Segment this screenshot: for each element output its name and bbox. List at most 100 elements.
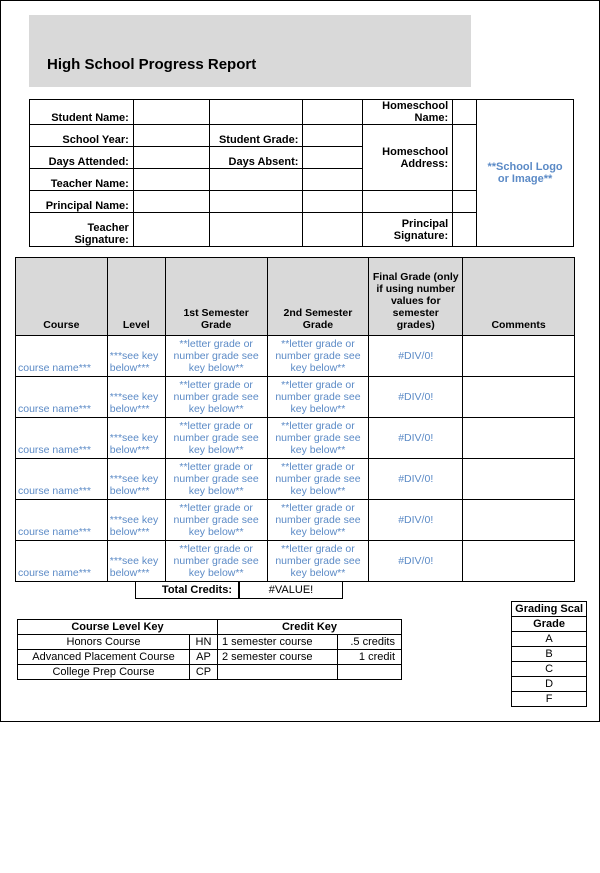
course-cell-5-0[interactable]: course name***: [16, 541, 108, 582]
course-cell-4-0[interactable]: course name***: [16, 500, 108, 541]
course-cell-0-4[interactable]: #DIV/0!: [369, 336, 463, 377]
course-header-3: 2nd Semester Grade: [267, 258, 369, 336]
course-header-5: Comments: [463, 258, 575, 336]
val-teacher-signature[interactable]: [133, 213, 209, 247]
page-title: High School Progress Report: [47, 56, 256, 73]
val-blank3[interactable]: [303, 169, 363, 191]
course-header-2: 1st Semester Grade: [165, 258, 267, 336]
label-homeschool-address: Homeschool Address:: [363, 125, 453, 191]
grading-scale-table: Grading Scal Grade ABCDF: [511, 601, 587, 707]
course-cell-5-3[interactable]: **letter grade or number grade see key b…: [267, 541, 369, 582]
key-cell-0-1: HN: [190, 635, 218, 650]
course-table: CourseLevel1st Semester Grade2nd Semeste…: [15, 257, 575, 582]
total-credits-label: Total Credits:: [135, 582, 239, 599]
course-cell-0-0[interactable]: course name***: [16, 336, 108, 377]
course-cell-4-1[interactable]: ***see key below***: [107, 500, 165, 541]
course-cell-4-3[interactable]: **letter grade or number grade see key b…: [267, 500, 369, 541]
val-principal-name[interactable]: [133, 191, 209, 213]
val-school-year[interactable]: [133, 125, 209, 147]
key-cell-1-0: Advanced Placement Course: [18, 650, 190, 665]
course-cell-3-2[interactable]: **letter grade or number grade see key b…: [165, 459, 267, 500]
val-blank1[interactable]: [303, 100, 363, 125]
course-level-key-header: Course Level Key: [18, 620, 218, 635]
grading-subtitle: Grade: [512, 617, 587, 632]
course-cell-2-4[interactable]: #DIV/0!: [369, 418, 463, 459]
course-level-key-table: Course Level Key Credit Key Honors Cours…: [17, 619, 402, 680]
key-cell-0-0: Honors Course: [18, 635, 190, 650]
key-cell-2-2: [218, 665, 338, 680]
label-days-attended: Days Attended:: [30, 147, 134, 169]
course-cell-3-3[interactable]: **letter grade or number grade see key b…: [267, 459, 369, 500]
title-bar: High School Progress Report: [29, 15, 471, 87]
key-cell-2-0: College Prep Course: [18, 665, 190, 680]
student-info-table: Student Name: Homeschool Name: **School …: [29, 99, 574, 247]
course-cell-3-0[interactable]: course name***: [16, 459, 108, 500]
course-cell-1-1[interactable]: ***see key below***: [107, 377, 165, 418]
course-cell-2-2[interactable]: **letter grade or number grade see key b…: [165, 418, 267, 459]
course-cell-1-5[interactable]: [463, 377, 575, 418]
grade-B: B: [512, 647, 587, 662]
course-header-4: Final Grade (only if using number values…: [369, 258, 463, 336]
key-cell-2-1: CP: [190, 665, 218, 680]
val-blank5[interactable]: [453, 191, 477, 213]
key-cell-0-3: .5 credits: [338, 635, 402, 650]
val-days-attended[interactable]: [133, 147, 209, 169]
val-teacher-name[interactable]: [133, 169, 209, 191]
course-cell-2-0[interactable]: course name***: [16, 418, 108, 459]
grade-F: F: [512, 692, 587, 707]
key-cell-2-3: [338, 665, 402, 680]
label-principal-signature: Principal Signature:: [363, 213, 453, 247]
label-teacher-name: Teacher Name:: [30, 169, 134, 191]
grade-A: A: [512, 632, 587, 647]
val-homeschool-address[interactable]: [453, 125, 477, 191]
course-cell-0-3[interactable]: **letter grade or number grade see key b…: [267, 336, 369, 377]
course-cell-0-1[interactable]: ***see key below***: [107, 336, 165, 377]
course-cell-5-2[interactable]: **letter grade or number grade see key b…: [165, 541, 267, 582]
label-blank4: [209, 191, 303, 213]
grade-C: C: [512, 662, 587, 677]
key-cell-1-3: 1 credit: [338, 650, 402, 665]
key-cell-1-2: 2 semester course: [218, 650, 338, 665]
course-cell-0-2[interactable]: **letter grade or number grade see key b…: [165, 336, 267, 377]
val-blank6[interactable]: [303, 213, 363, 247]
credit-key-header: Credit Key: [218, 620, 402, 635]
course-cell-1-4[interactable]: #DIV/0!: [369, 377, 463, 418]
course-cell-0-5[interactable]: [463, 336, 575, 377]
val-homeschool-name[interactable]: [453, 100, 477, 125]
val-blank4[interactable]: [303, 191, 363, 213]
course-cell-3-5[interactable]: [463, 459, 575, 500]
course-cell-2-1[interactable]: ***see key below***: [107, 418, 165, 459]
course-cell-4-4[interactable]: #DIV/0!: [369, 500, 463, 541]
course-cell-3-4[interactable]: #DIV/0!: [369, 459, 463, 500]
label-blank1: [209, 100, 303, 125]
course-cell-1-2[interactable]: **letter grade or number grade see key b…: [165, 377, 267, 418]
logo-placeholder: **School Logo or Image**: [477, 100, 574, 247]
course-header-1: Level: [107, 258, 165, 336]
course-cell-2-3[interactable]: **letter grade or number grade see key b…: [267, 418, 369, 459]
course-cell-2-5[interactable]: [463, 418, 575, 459]
course-cell-3-1[interactable]: ***see key below***: [107, 459, 165, 500]
label-days-absent: Days Absent:: [209, 147, 303, 169]
course-cell-5-5[interactable]: [463, 541, 575, 582]
label-blank3: [209, 169, 303, 191]
label-blank6: [209, 213, 303, 247]
label-student-name: Student Name:: [30, 100, 134, 125]
course-cell-5-1[interactable]: ***see key below***: [107, 541, 165, 582]
course-cell-1-0[interactable]: course name***: [16, 377, 108, 418]
label-teacher-signature: Teacher Signature:: [30, 213, 134, 247]
label-homeschool-name: Homeschool Name:: [363, 100, 453, 125]
grade-D: D: [512, 677, 587, 692]
course-cell-4-2[interactable]: **letter grade or number grade see key b…: [165, 500, 267, 541]
val-days-absent[interactable]: [303, 147, 363, 169]
val-student-name[interactable]: [133, 100, 209, 125]
course-cell-1-3[interactable]: **letter grade or number grade see key b…: [267, 377, 369, 418]
total-credits-row: Total Credits: #VALUE!: [135, 582, 587, 599]
course-cell-5-4[interactable]: #DIV/0!: [369, 541, 463, 582]
val-principal-signature[interactable]: [453, 213, 477, 247]
page: High School Progress Report Student Name…: [0, 0, 600, 722]
course-cell-4-5[interactable]: [463, 500, 575, 541]
key-cell-1-1: AP: [190, 650, 218, 665]
val-student-grade[interactable]: [303, 125, 363, 147]
label-principal-name: Principal Name:: [30, 191, 134, 213]
label-school-year: School Year:: [30, 125, 134, 147]
